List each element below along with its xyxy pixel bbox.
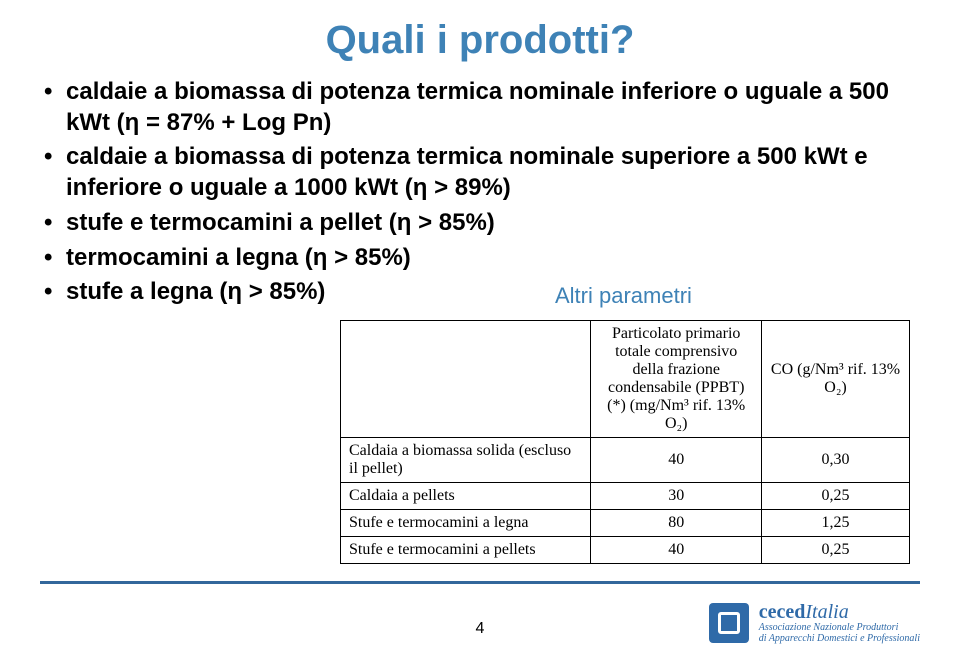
slide-title: Quali i prodotti? — [40, 18, 920, 63]
table-cell: Stufe e termocamini a pellets — [341, 537, 591, 564]
list-item: termocamini a legna (η > 85%) — [40, 243, 920, 274]
logo-subtitle: Associazione Nazionale Produttori — [759, 623, 920, 634]
footer-logo: cecedItalia Associazione Nazionale Produ… — [709, 602, 920, 644]
table-row: Caldaia a biomassa solida (escluso il pe… — [341, 438, 910, 483]
list-item: stufe a legna (η > 85%) — [40, 277, 920, 308]
table-cell: 80 — [591, 510, 762, 537]
bullet-list: caldaie a biomassa di potenza termica no… — [40, 77, 920, 308]
table-row: Caldaia a pellets 30 0,25 — [341, 483, 910, 510]
table-row: Stufe e termocamini a legna 80 1,25 — [341, 510, 910, 537]
table-header — [341, 321, 591, 438]
table-header: CO (g/Nm³ rif. 13% O₂) — [762, 321, 910, 438]
list-item: caldaie a biomassa di potenza termica no… — [40, 142, 920, 203]
table-header: Particolato primario totale comprensivo … — [591, 321, 762, 438]
table-cell: Caldaia a biomassa solida (escluso il pe… — [341, 438, 591, 483]
logo-icon — [709, 603, 749, 643]
list-item: caldaie a biomassa di potenza termica no… — [40, 77, 920, 138]
table-cell: 40 — [591, 438, 762, 483]
table-row: Stufe e termocamini a pellets 40 0,25 — [341, 537, 910, 564]
list-item: stufe e termocamini a pellet (η > 85%) — [40, 208, 920, 239]
logo-subtitle: di Apparecchi Domestici e Professionali — [759, 634, 920, 645]
table-cell: Stufe e termocamini a legna — [341, 510, 591, 537]
table-cell: Caldaia a pellets — [341, 483, 591, 510]
table-cell: 0,25 — [762, 537, 910, 564]
parameters-table: Particolato primario totale comprensivo … — [340, 320, 910, 564]
table-cell: 0,25 — [762, 483, 910, 510]
altri-parametri-label: Altri parametri — [555, 283, 692, 309]
parameters-table-wrap: Particolato primario totale comprensivo … — [340, 320, 910, 564]
table-cell: 0,30 — [762, 438, 910, 483]
table-cell: 1,25 — [762, 510, 910, 537]
logo-brand: cecedItalia — [759, 602, 920, 623]
footer-divider — [40, 581, 920, 584]
table-cell: 40 — [591, 537, 762, 564]
table-cell: 30 — [591, 483, 762, 510]
